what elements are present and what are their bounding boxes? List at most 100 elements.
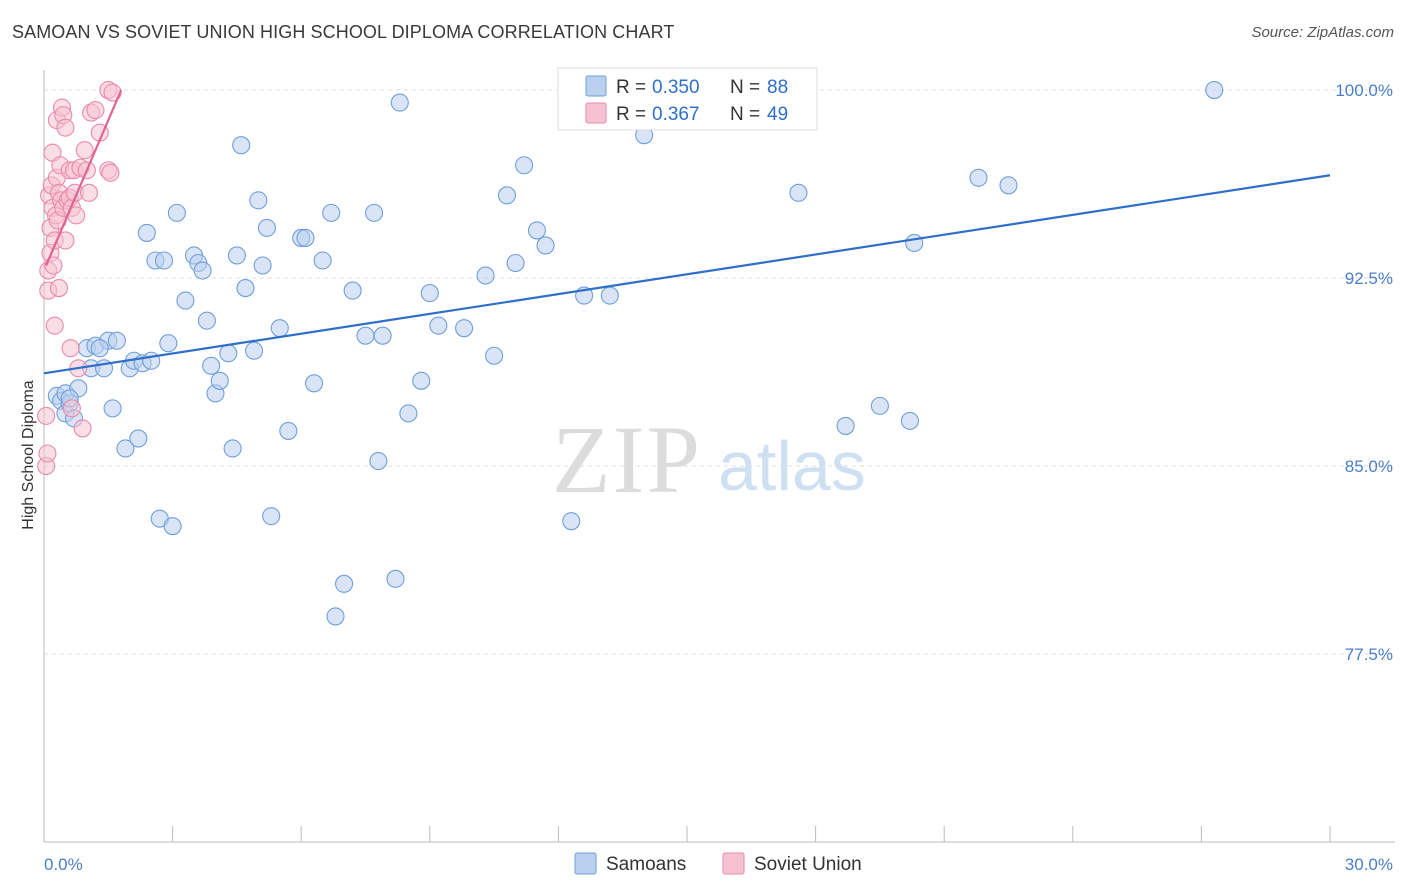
soviet-swatch	[585, 102, 607, 124]
samoans-point	[485, 346, 504, 365]
soviet-point	[44, 256, 63, 275]
soviet-point	[62, 399, 81, 418]
samoans-point	[870, 396, 889, 415]
y-tick-labels: 77.5% 85.0% 92.5% 100.0%	[1335, 81, 1393, 664]
soviet-r-label: R =	[616, 104, 646, 125]
samoans-point	[202, 356, 221, 375]
samoans-point	[506, 253, 525, 273]
samoans-point	[476, 266, 495, 285]
samoans-point	[497, 186, 517, 205]
y-tick-label: 92.5%	[1345, 269, 1393, 288]
samoans-point	[129, 429, 148, 448]
samoans-point	[322, 203, 341, 222]
soviet-point	[61, 339, 80, 358]
samoans-point	[227, 246, 246, 265]
soviet-point	[101, 163, 120, 182]
samoans-point	[154, 251, 174, 270]
samoans-point	[90, 339, 109, 358]
x-tick-label: 30.0%	[1345, 855, 1393, 874]
legend-samoans-swatch	[574, 852, 597, 875]
samoans-r-value: 0.350	[652, 77, 700, 98]
samoans-point	[369, 451, 388, 471]
samoans-point	[390, 93, 409, 112]
y-tick-label: 77.5%	[1345, 645, 1393, 664]
y-tick-label: 100.0%	[1335, 81, 1393, 100]
samoans-point	[159, 334, 178, 353]
samoans-point	[137, 223, 156, 242]
soviet-point	[49, 279, 69, 298]
samoans-point	[197, 311, 216, 330]
soviet-n-value: 49	[767, 104, 788, 125]
samoans-point	[412, 371, 431, 390]
y-tick-label: 85.0%	[1345, 457, 1393, 476]
soviet-point	[86, 101, 105, 120]
samoans-point	[900, 411, 919, 430]
samoans-point	[223, 439, 242, 458]
samoans-point	[262, 507, 281, 526]
soviet-r-value: 0.367	[652, 104, 700, 125]
legend-samoans-label: Samoans	[606, 854, 686, 875]
samoans-point	[905, 233, 924, 252]
x-tick-label: 0.0%	[44, 855, 83, 874]
watermark: ZIP atlas	[552, 406, 866, 513]
samoans-point	[116, 439, 135, 458]
samoans-point	[193, 261, 212, 280]
samoans-point	[600, 286, 619, 305]
samoans-point	[969, 168, 988, 187]
trendlines	[43, 89, 1331, 375]
samoans-point	[236, 279, 255, 298]
soviet-point	[79, 183, 99, 202]
legend-soviet-swatch	[722, 852, 745, 875]
soviet-trendline	[45, 89, 123, 266]
samoans-point	[107, 331, 126, 350]
samoans-point	[789, 183, 808, 202]
samoans-point	[420, 284, 439, 303]
samoans-point	[356, 326, 375, 345]
samoans-point	[270, 319, 289, 338]
samoans-point	[176, 291, 195, 310]
samoans-point	[296, 228, 315, 247]
gridlines	[44, 89, 1395, 655]
samoans-point	[399, 404, 418, 423]
samoans-point	[163, 517, 182, 536]
series-legend: Samoans Soviet Union	[574, 852, 862, 875]
samoans-point	[515, 156, 534, 175]
samoans-point	[562, 512, 581, 531]
samoans-point	[429, 316, 448, 335]
soviet-point	[56, 118, 75, 137]
legend-soviet-label: Soviet Union	[754, 854, 862, 875]
samoans-point	[232, 136, 251, 155]
samoans-point	[1205, 81, 1224, 100]
samoans-r-label: R =	[616, 77, 646, 98]
samoans-point	[257, 218, 276, 237]
samoans-point	[386, 569, 405, 588]
samoans-point	[253, 256, 272, 275]
samoans-point	[167, 203, 186, 222]
samoans-point	[373, 326, 392, 345]
samoans-point	[210, 371, 229, 390]
samoans-n-value: 88	[767, 77, 788, 98]
samoans-point	[244, 341, 264, 360]
samoans-point	[836, 416, 855, 435]
samoans-swatch	[585, 75, 607, 97]
chart-title: SAMOAN VS SOVIET UNION HIGH SCHOOL DIPLO…	[12, 22, 675, 42]
samoans-point	[527, 221, 547, 240]
watermark-zip: ZIP	[552, 406, 702, 513]
samoans-point	[365, 203, 384, 222]
samoans-trendline	[43, 174, 1331, 375]
samoans-point	[219, 344, 238, 363]
soviet-point	[45, 316, 64, 335]
stats-legend: R = 0.350 N = 88 R = 0.367 N = 49	[557, 67, 818, 131]
series-samoans	[47, 81, 1224, 626]
samoans-point	[279, 421, 298, 440]
samoans-point	[313, 251, 332, 270]
samoans-point	[103, 399, 122, 418]
soviet-point	[38, 444, 57, 463]
samoans-n-label: N =	[730, 77, 760, 98]
samoans-point	[335, 574, 354, 593]
samoans-point	[326, 607, 345, 626]
samoans-point	[305, 374, 324, 393]
soviet-point	[75, 141, 94, 160]
samoans-point	[343, 281, 362, 300]
